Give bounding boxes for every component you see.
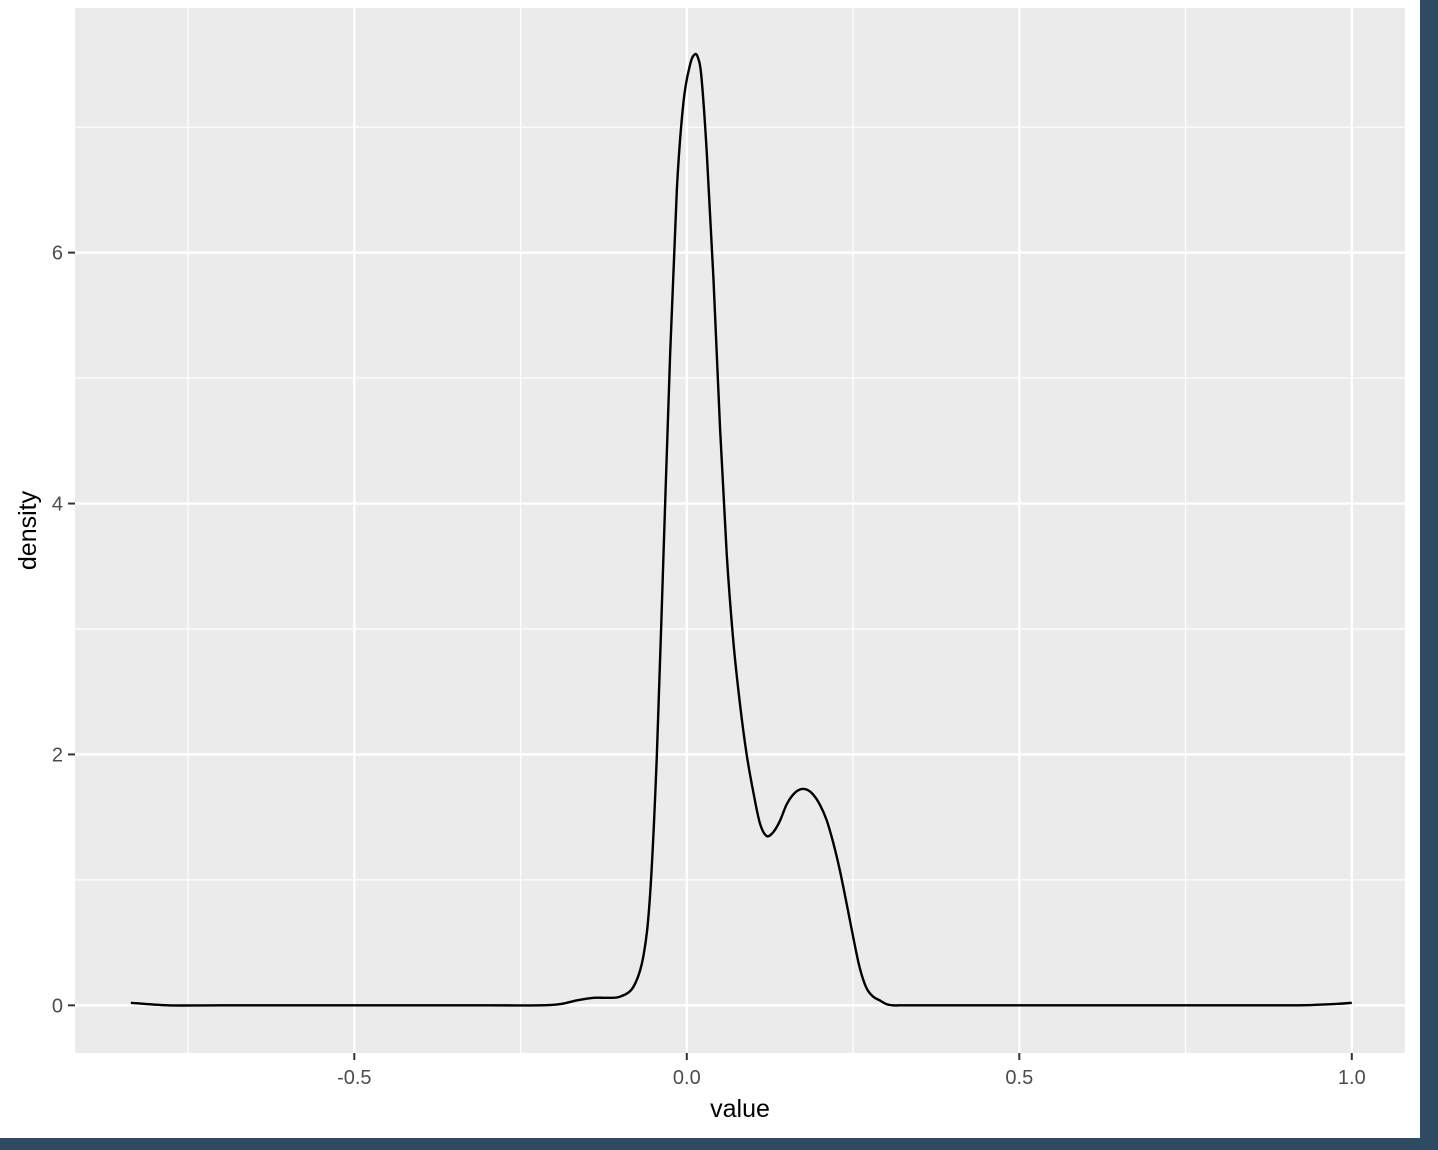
minor-gridlines bbox=[75, 8, 1405, 1053]
x-tick-label: -0.5 bbox=[337, 1067, 371, 1089]
figure-frame: -0.5 0.0 0.5 1.0 0 2 4 6 value density bbox=[0, 0, 1420, 1138]
x-axis: -0.5 0.0 0.5 1.0 bbox=[337, 1053, 1366, 1089]
density-chart: -0.5 0.0 0.5 1.0 0 2 4 6 value density bbox=[14, 8, 1405, 1123]
y-tick-label: 6 bbox=[52, 243, 63, 265]
x-tick-label: 0.5 bbox=[1005, 1067, 1033, 1089]
y-axis: 0 2 4 6 bbox=[52, 243, 75, 1017]
x-axis-title: value bbox=[710, 1095, 770, 1123]
y-tick-label: 2 bbox=[52, 744, 63, 766]
y-tick-label: 0 bbox=[52, 995, 63, 1017]
plot-panel bbox=[75, 8, 1405, 1053]
density-curve bbox=[130, 52, 1352, 1007]
x-tick-label: 0.0 bbox=[673, 1067, 701, 1089]
y-tick-label: 4 bbox=[52, 494, 63, 516]
y-axis-title: density bbox=[14, 490, 42, 570]
x-tick-label: 1.0 bbox=[1338, 1067, 1366, 1089]
